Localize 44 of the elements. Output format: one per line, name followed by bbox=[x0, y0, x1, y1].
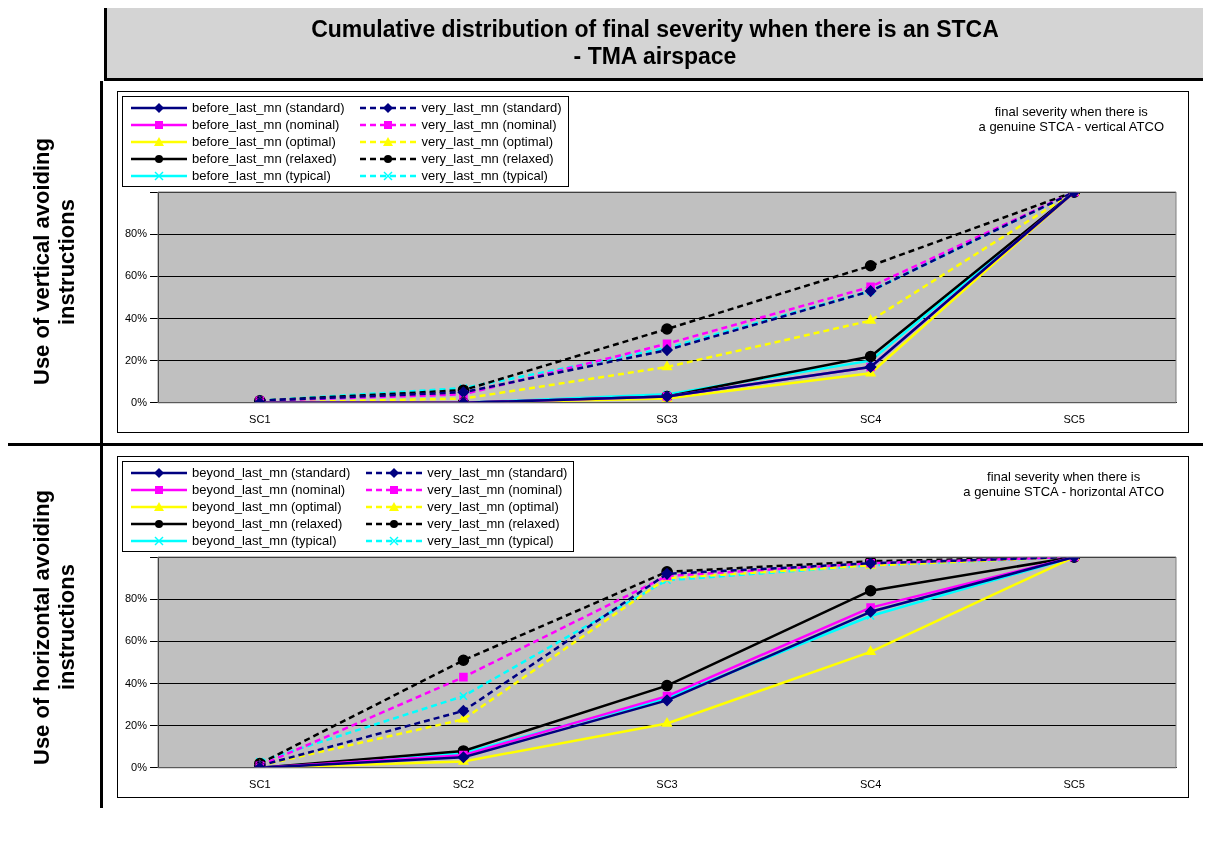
legend-label: very_last_mn (typical) bbox=[427, 533, 554, 548]
x-tick-label: SC5 bbox=[1063, 413, 1085, 426]
legend-label: beyond_last_mn (typical) bbox=[192, 533, 337, 548]
legend-label: before_last_mn (typical) bbox=[192, 168, 331, 183]
y-tick-label: 60% bbox=[124, 269, 148, 282]
text: final severity when there is a genuine STCA - vertical ATCO bbox=[978, 104, 1164, 134]
y-axis-title: Use of vertical avoiding instructions bbox=[28, 137, 80, 388]
y-tick-label: 0% bbox=[131, 760, 148, 773]
x-tick-label: SC4 bbox=[859, 413, 882, 426]
legend-label: before_last_mn (relaxed) bbox=[192, 151, 337, 166]
x-tick-label: SC2 bbox=[452, 778, 475, 791]
x-tick-label: SC1 bbox=[249, 413, 271, 426]
legend-label: very_last_mn (typical) bbox=[421, 168, 548, 183]
x-tick-label: SC4 bbox=[859, 778, 882, 791]
x-tick-label: SC1 bbox=[249, 778, 271, 791]
legend-label: before_last_mn (standard) bbox=[192, 100, 345, 115]
legend-label: beyond_last_mn (optimal) bbox=[192, 499, 342, 514]
legend-label: very_last_mn (relaxed) bbox=[421, 151, 554, 166]
x-tick-label: SC5 bbox=[1063, 778, 1085, 791]
legend-label: very_last_mn (nominal) bbox=[427, 482, 563, 497]
x-tick-label: SC2 bbox=[452, 413, 475, 426]
legend-label: very_last_mn (optimal) bbox=[421, 134, 553, 149]
legend-label: very_last_mn (standard) bbox=[421, 100, 562, 115]
legend-label: very_last_mn (standard) bbox=[427, 465, 568, 480]
x-tick-label: SC3 bbox=[656, 778, 678, 791]
legend-label: beyond_last_mn (standard) bbox=[192, 465, 351, 480]
legend-label: before_last_mn (nominal) bbox=[192, 117, 340, 132]
x-tick-label: SC3 bbox=[656, 413, 678, 426]
legend-label: beyond_last_mn (nominal) bbox=[192, 482, 346, 497]
y-tick-label: 40% bbox=[124, 676, 148, 689]
legend-label: before_last_mn (optimal) bbox=[192, 134, 336, 149]
y-tick-label: 60% bbox=[124, 634, 148, 647]
y-tick-label: 0% bbox=[131, 395, 148, 408]
legend-label: very_last_mn (nominal) bbox=[421, 117, 557, 132]
y-axis-title: Use of horizontal avoiding instructions bbox=[28, 488, 80, 767]
y-tick-label: 80% bbox=[124, 227, 148, 240]
text: final severity when there is a genuine STCA - horizontal ATCO bbox=[963, 469, 1164, 499]
legend-label: very_last_mn (optimal) bbox=[427, 499, 559, 514]
y-tick-label: 80% bbox=[124, 592, 148, 605]
legend-label: beyond_last_mn (relaxed) bbox=[192, 516, 343, 531]
legend-label: very_last_mn (relaxed) bbox=[427, 516, 560, 531]
y-tick-label: 20% bbox=[124, 718, 148, 731]
y-tick-label: 20% bbox=[124, 353, 148, 366]
y-tick-label: 40% bbox=[124, 311, 148, 324]
